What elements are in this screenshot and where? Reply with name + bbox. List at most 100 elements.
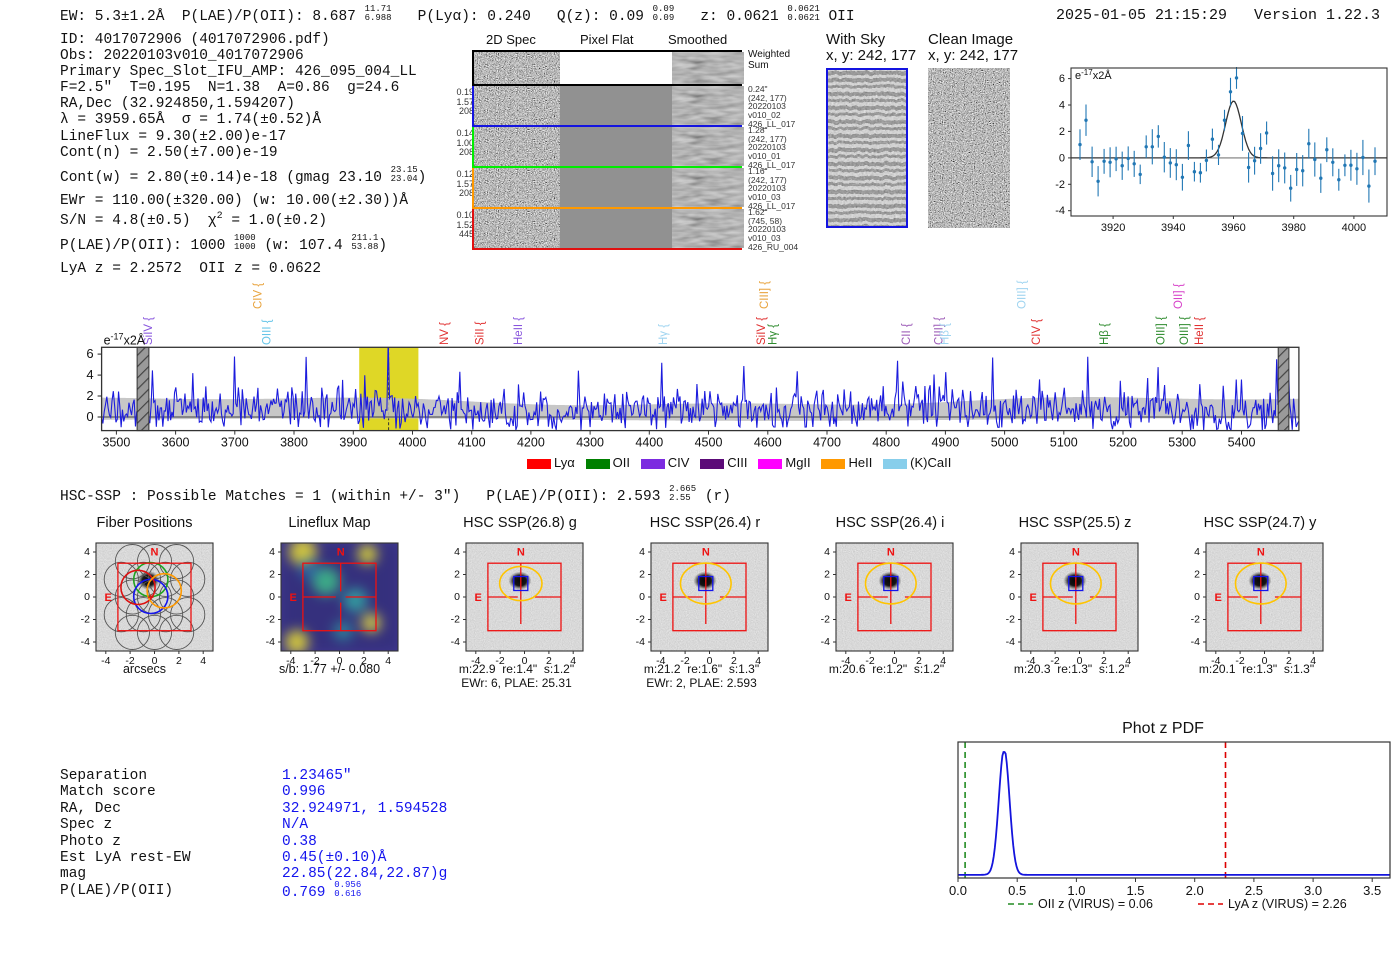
svg-text:4900: 4900 — [931, 436, 959, 450]
svg-text:3700: 3700 — [221, 436, 249, 450]
svg-text:4: 4 — [1009, 546, 1015, 558]
svg-text:0: 0 — [1009, 591, 1015, 603]
svg-text:5000: 5000 — [991, 436, 1019, 450]
svg-text:2: 2 — [1009, 569, 1015, 581]
svg-text:1.0: 1.0 — [1067, 883, 1085, 898]
svg-text:4: 4 — [86, 367, 93, 382]
svg-text:4: 4 — [824, 546, 830, 558]
svg-text:5300: 5300 — [1168, 436, 1196, 450]
svg-text:2: 2 — [639, 569, 645, 581]
svg-text:4000: 4000 — [399, 436, 427, 450]
svg-text:3920: 3920 — [1101, 222, 1125, 234]
svg-text:0: 0 — [1059, 152, 1065, 164]
svg-text:4: 4 — [639, 546, 645, 558]
svg-text:-4: -4 — [821, 636, 830, 648]
svg-text:2: 2 — [86, 388, 93, 403]
svg-text:OII] {: OII] { — [1173, 283, 1185, 309]
svg-text:4: 4 — [1194, 546, 1200, 558]
svg-text:0: 0 — [86, 409, 93, 424]
svg-text:N: N — [1257, 546, 1265, 558]
svg-text:-4: -4 — [1055, 205, 1065, 217]
svg-text:+: + — [147, 593, 154, 605]
svg-text:0: 0 — [824, 591, 830, 603]
svg-text:3500: 3500 — [102, 436, 130, 450]
svg-text:6: 6 — [1059, 73, 1065, 85]
svg-text:OII z (VIRUS) = 0.06: OII z (VIRUS) = 0.06 — [1038, 897, 1153, 911]
svg-text:E: E — [290, 592, 297, 604]
svg-text:-4: -4 — [1006, 636, 1015, 648]
svg-text:-2: -2 — [1055, 179, 1065, 191]
svg-text:3980: 3980 — [1281, 222, 1305, 234]
svg-text:CIII] {: CIII] { — [759, 281, 771, 309]
svg-text:-4: -4 — [451, 636, 460, 648]
svg-text:0.0: 0.0 — [949, 883, 967, 898]
svg-text:N: N — [517, 546, 525, 558]
svg-text:E: E — [1030, 592, 1037, 604]
svg-text:4300: 4300 — [576, 436, 604, 450]
svg-text:Phot z PDF: Phot z PDF — [1122, 720, 1204, 737]
svg-text:2: 2 — [454, 569, 460, 581]
svg-text:-4: -4 — [81, 636, 90, 648]
svg-text:0: 0 — [454, 591, 460, 603]
svg-text:4: 4 — [1059, 100, 1065, 112]
svg-text:3940: 3940 — [1161, 222, 1185, 234]
svg-text:e-17x2Å: e-17x2Å — [104, 331, 146, 347]
svg-text:5100: 5100 — [1050, 436, 1078, 450]
svg-text:5200: 5200 — [1109, 436, 1137, 450]
svg-text:4: 4 — [454, 546, 460, 558]
svg-text:4000: 4000 — [1342, 222, 1366, 234]
svg-text:4400: 4400 — [635, 436, 663, 450]
svg-text:-2: -2 — [1006, 614, 1015, 626]
svg-text:N: N — [151, 546, 159, 558]
svg-text:4700: 4700 — [813, 436, 841, 450]
svg-text:2: 2 — [1194, 569, 1200, 581]
svg-text:3960: 3960 — [1221, 222, 1245, 234]
svg-text:CIV {: CIV { — [253, 283, 265, 309]
svg-text:-4: -4 — [1191, 636, 1200, 648]
svg-text:3600: 3600 — [162, 436, 190, 450]
svg-text:4600: 4600 — [754, 436, 782, 450]
svg-text:-2: -2 — [636, 614, 645, 626]
svg-text:e-17x2Å: e-17x2Å — [1075, 68, 1112, 83]
svg-text:0: 0 — [84, 591, 90, 603]
svg-text:-2: -2 — [266, 614, 275, 626]
svg-text:4: 4 — [269, 546, 275, 558]
svg-text:5400: 5400 — [1228, 436, 1256, 450]
svg-text:-2: -2 — [1191, 614, 1200, 626]
svg-text:E: E — [660, 592, 667, 604]
svg-text:-4: -4 — [266, 636, 275, 648]
svg-text:2: 2 — [1059, 126, 1065, 138]
svg-text:3800: 3800 — [280, 436, 308, 450]
svg-text:3.0: 3.0 — [1304, 883, 1322, 898]
svg-text:2.5: 2.5 — [1245, 883, 1263, 898]
svg-text:2: 2 — [84, 569, 90, 581]
svg-text:E: E — [105, 592, 112, 604]
svg-text:-2: -2 — [821, 614, 830, 626]
svg-text:N: N — [337, 546, 345, 558]
svg-text:4800: 4800 — [872, 436, 900, 450]
svg-text:E: E — [1215, 592, 1222, 604]
svg-text:0: 0 — [639, 591, 645, 603]
svg-text:0: 0 — [1194, 591, 1200, 603]
svg-text:-4: -4 — [636, 636, 645, 648]
svg-text:3900: 3900 — [339, 436, 367, 450]
svg-text:1.5: 1.5 — [1126, 883, 1144, 898]
svg-text:6: 6 — [86, 346, 93, 361]
svg-text:OIII] {: OIII] { — [1016, 280, 1028, 309]
svg-text:4500: 4500 — [695, 436, 723, 450]
svg-text:4: 4 — [84, 546, 90, 558]
svg-text:-2: -2 — [451, 614, 460, 626]
svg-text:N: N — [702, 546, 710, 558]
svg-text:N: N — [1072, 546, 1080, 558]
svg-text:N: N — [887, 546, 895, 558]
svg-text:0.5: 0.5 — [1008, 883, 1026, 898]
svg-text:2: 2 — [824, 569, 830, 581]
svg-text:4100: 4100 — [458, 436, 486, 450]
svg-text:0: 0 — [269, 591, 275, 603]
svg-text:2: 2 — [269, 569, 275, 581]
svg-text:-2: -2 — [81, 614, 90, 626]
svg-text:E: E — [845, 592, 852, 604]
svg-text:E: E — [475, 592, 482, 604]
svg-text:LyA z (VIRUS) = 2.26: LyA z (VIRUS) = 2.26 — [1228, 897, 1347, 911]
svg-text:4200: 4200 — [517, 436, 545, 450]
